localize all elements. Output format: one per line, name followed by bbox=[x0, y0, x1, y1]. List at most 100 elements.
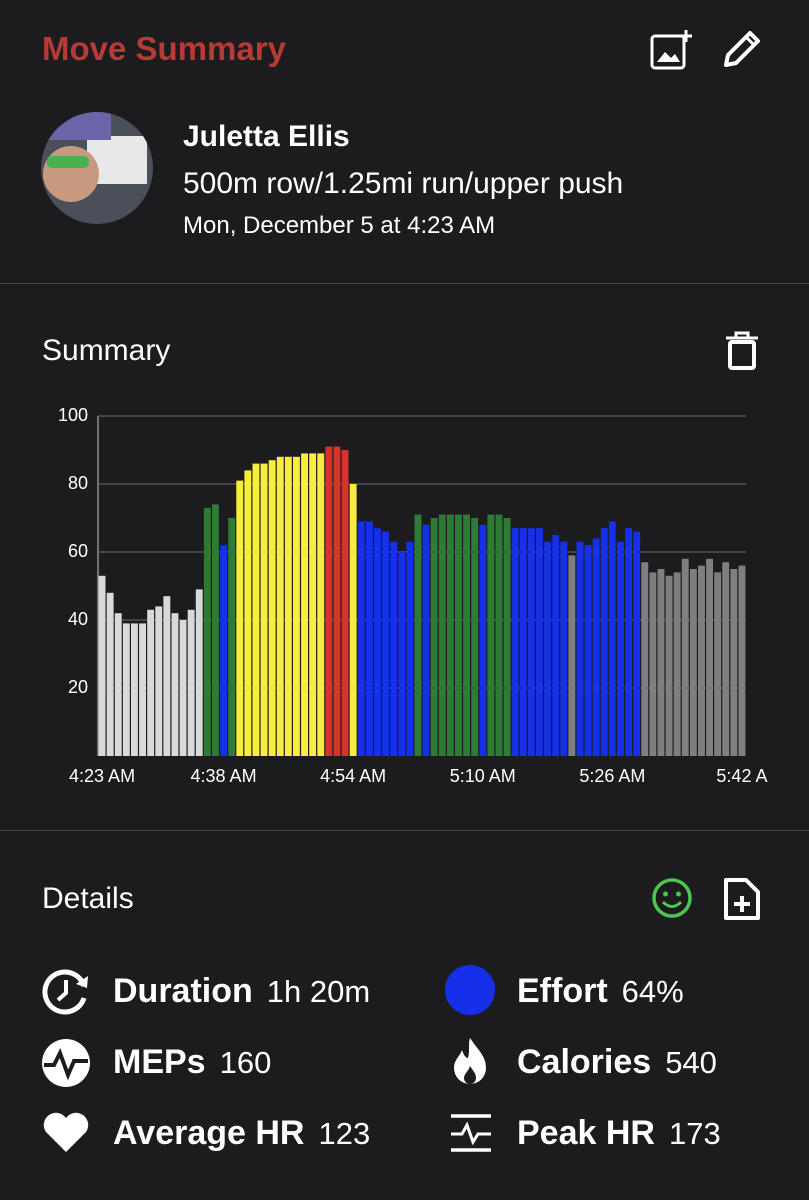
bar bbox=[236, 480, 244, 756]
stat-value: 64% bbox=[621, 974, 684, 1009]
bar bbox=[519, 528, 527, 756]
bar bbox=[527, 528, 535, 756]
y-tick-label: 100 bbox=[58, 405, 88, 425]
bar bbox=[463, 514, 470, 756]
stat: Calories 540 bbox=[517, 1043, 717, 1082]
bar bbox=[147, 609, 155, 756]
y-tick-label: 60 bbox=[68, 541, 88, 561]
bar bbox=[722, 562, 730, 756]
bar bbox=[341, 450, 349, 756]
bar bbox=[503, 518, 511, 756]
bar bbox=[349, 484, 357, 756]
bar bbox=[511, 528, 519, 756]
bar bbox=[560, 541, 568, 756]
stat-label: Effort bbox=[517, 972, 608, 1010]
delete-button[interactable] bbox=[722, 330, 762, 372]
bar bbox=[730, 569, 738, 756]
stat-label: Duration bbox=[113, 972, 253, 1010]
bar bbox=[738, 565, 746, 756]
bar bbox=[317, 453, 325, 756]
stat-value: 123 bbox=[318, 1116, 371, 1151]
bar bbox=[406, 541, 414, 756]
bar bbox=[106, 592, 114, 756]
stat-label: Peak HR bbox=[517, 1114, 655, 1152]
bar bbox=[244, 470, 252, 756]
bar bbox=[252, 463, 260, 756]
user-name: Juletta Ellis bbox=[183, 120, 350, 153]
bar bbox=[673, 572, 681, 756]
heart-rate-chart: 20 40 60 80 100 4:23 AM 4:38 AM 4:54 AM 5:10 AM 5… bbox=[58, 405, 768, 786]
bar bbox=[600, 528, 608, 756]
bar bbox=[171, 613, 179, 756]
bar bbox=[657, 569, 665, 756]
section-title: Details bbox=[42, 882, 134, 915]
divider bbox=[0, 830, 809, 831]
bar bbox=[301, 453, 308, 756]
bar bbox=[228, 518, 236, 756]
bar bbox=[309, 453, 317, 756]
add-note-button[interactable] bbox=[722, 876, 762, 922]
x-tick-label: 4:54 AM bbox=[320, 766, 386, 786]
bar bbox=[260, 463, 268, 756]
bar bbox=[576, 541, 584, 756]
average-hr-icon bbox=[43, 1112, 89, 1152]
stat-value: 173 bbox=[668, 1116, 721, 1151]
bar bbox=[203, 507, 211, 756]
stat-label: Average HR bbox=[113, 1114, 305, 1152]
bar bbox=[552, 535, 560, 756]
bar bbox=[276, 456, 284, 756]
workout-date: Mon, December 5 at 4:23 AM bbox=[183, 212, 496, 239]
bar bbox=[608, 521, 616, 756]
add-photo-button[interactable] bbox=[648, 28, 694, 72]
bar bbox=[487, 514, 495, 756]
bar bbox=[568, 555, 576, 756]
y-tick-label: 80 bbox=[68, 473, 88, 493]
stat: MEPs 160 bbox=[113, 1043, 271, 1082]
bar bbox=[325, 446, 333, 756]
bar bbox=[195, 589, 203, 756]
section-title: Summary bbox=[42, 334, 171, 367]
x-tick-label: 5:26 AM bbox=[579, 766, 645, 786]
duration-icon bbox=[42, 969, 88, 1015]
bar bbox=[163, 596, 171, 756]
bar bbox=[212, 504, 219, 756]
effort-icon bbox=[445, 965, 495, 1015]
y-tick-label: 40 bbox=[68, 609, 88, 629]
bar bbox=[438, 514, 446, 756]
x-tick-label: 5:10 AM bbox=[450, 766, 516, 786]
bar bbox=[706, 558, 713, 756]
bar bbox=[357, 521, 365, 756]
bar bbox=[641, 562, 649, 756]
x-tick-label: 4:23 AM bbox=[69, 766, 135, 786]
calories-icon bbox=[454, 1038, 486, 1084]
bar bbox=[446, 514, 454, 756]
page-title: Move Summary bbox=[42, 30, 286, 67]
avatar bbox=[41, 112, 153, 224]
x-tick-label: 4:38 AM bbox=[191, 766, 257, 786]
workout-title: 500m row/1.25mi run/upper push bbox=[183, 167, 624, 200]
bar bbox=[430, 518, 438, 756]
bar bbox=[592, 538, 600, 756]
stat-value: 540 bbox=[665, 1045, 717, 1080]
bar bbox=[293, 456, 300, 756]
bar bbox=[584, 545, 592, 756]
mood-button[interactable] bbox=[650, 876, 694, 920]
bar bbox=[390, 541, 398, 756]
bar bbox=[536, 528, 543, 756]
bar bbox=[471, 518, 479, 756]
bar bbox=[374, 528, 381, 756]
stat: Average HR 123 bbox=[113, 1114, 370, 1153]
bar bbox=[114, 613, 122, 756]
stat: Duration 1h 20m bbox=[113, 972, 370, 1011]
edit-button[interactable] bbox=[720, 27, 764, 71]
bar bbox=[268, 460, 276, 756]
x-tick-label: 5:42 A bbox=[716, 766, 767, 786]
bar bbox=[714, 572, 722, 756]
bar bbox=[649, 572, 657, 756]
bar bbox=[98, 575, 106, 756]
bar bbox=[633, 531, 641, 756]
bar bbox=[689, 569, 697, 756]
bar bbox=[139, 623, 146, 756]
bar bbox=[414, 514, 422, 756]
